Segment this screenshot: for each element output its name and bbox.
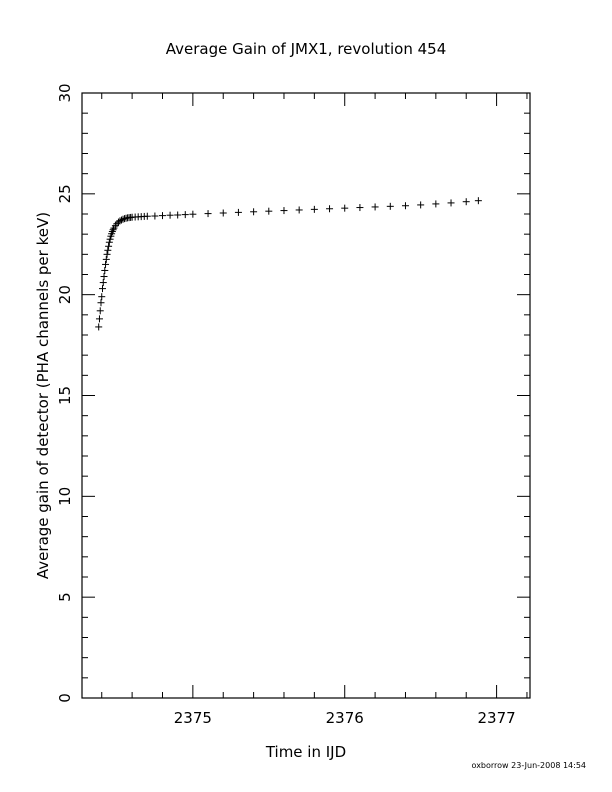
data-point xyxy=(103,250,111,258)
data-point xyxy=(265,207,273,215)
data-point xyxy=(166,211,174,219)
y-axis-label: Average gain of detector (PHA channels p… xyxy=(34,212,52,579)
data-point xyxy=(106,235,114,243)
data-point xyxy=(371,203,379,211)
data-point xyxy=(97,299,105,307)
x-tick-label: 2376 xyxy=(326,709,364,727)
data-point xyxy=(104,246,112,254)
data-point xyxy=(98,293,106,301)
data-point xyxy=(108,228,116,236)
footer-stamp: oxborrow 23-Jun-2008 14:54 xyxy=(472,761,586,770)
data-point xyxy=(151,212,159,220)
data-point xyxy=(432,200,440,208)
data-point xyxy=(174,211,182,219)
data-point xyxy=(250,208,258,216)
plot-frame xyxy=(81,92,531,699)
data-point xyxy=(341,204,349,212)
data-point xyxy=(219,209,227,217)
data-point xyxy=(95,315,103,323)
y-tick-label: 25 xyxy=(56,184,74,203)
data-point xyxy=(99,279,107,287)
data-point xyxy=(158,212,166,220)
data-point xyxy=(109,226,117,234)
data-point xyxy=(234,208,242,216)
data-point xyxy=(117,216,125,224)
x-axis: 2375 2376 2377 xyxy=(101,93,528,727)
y-tick-label: 30 xyxy=(56,83,74,102)
chart-title: Average Gain of JMX1, revolution 454 xyxy=(166,40,447,58)
data-point xyxy=(99,285,107,293)
y-tick-label: 5 xyxy=(56,592,74,602)
data-point xyxy=(310,205,318,213)
data-point xyxy=(474,197,482,205)
data-point xyxy=(102,260,110,268)
data-point xyxy=(447,199,455,207)
data-point xyxy=(204,210,212,218)
data-point xyxy=(189,210,197,218)
data-point xyxy=(105,238,113,246)
y-axis: 0 5 10 15 20 25 30 xyxy=(56,83,530,703)
data-point xyxy=(181,211,189,219)
data-point xyxy=(119,215,127,223)
data-point xyxy=(280,207,288,215)
data-point xyxy=(101,266,109,274)
data-series xyxy=(95,197,482,331)
data-point xyxy=(326,205,334,213)
data-point xyxy=(356,204,364,212)
data-point xyxy=(96,307,104,315)
data-point xyxy=(95,323,103,331)
data-point xyxy=(105,242,113,250)
data-point xyxy=(417,201,425,209)
x-tick-label: 2377 xyxy=(477,709,515,727)
y-tick-label: 20 xyxy=(56,285,74,304)
data-point xyxy=(462,198,470,206)
x-tick-label: 2375 xyxy=(174,709,212,727)
data-point xyxy=(100,273,108,281)
data-point xyxy=(143,212,151,220)
x-axis-label: Time in IJD xyxy=(265,743,346,761)
data-point xyxy=(102,255,110,263)
data-point xyxy=(386,202,394,210)
y-tick-label: 10 xyxy=(56,487,74,506)
y-tick-label: 0 xyxy=(56,693,74,703)
data-point xyxy=(295,206,303,214)
data-point xyxy=(116,217,124,225)
y-tick-label: 15 xyxy=(56,386,74,405)
data-point xyxy=(401,202,409,210)
